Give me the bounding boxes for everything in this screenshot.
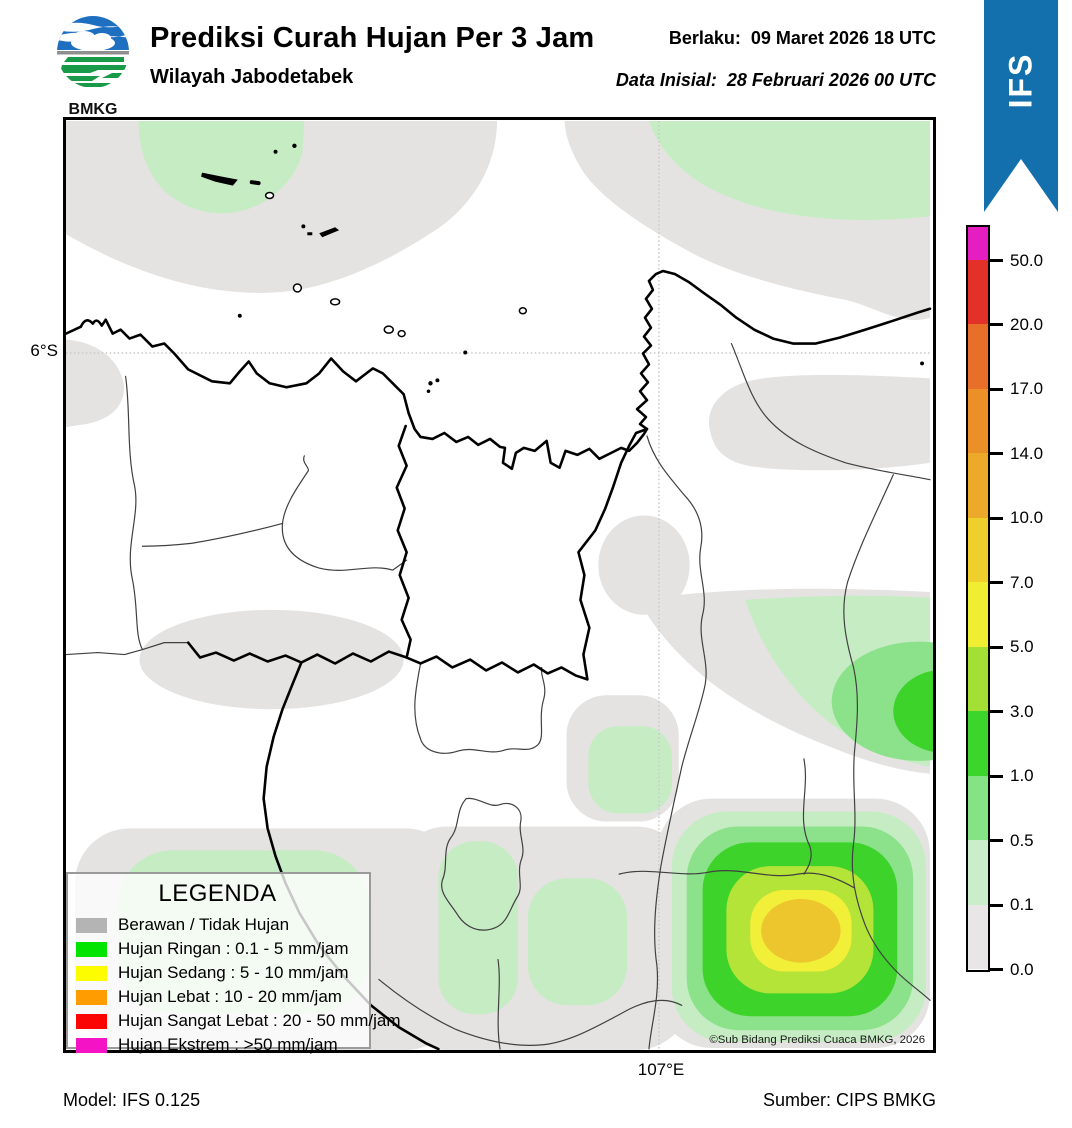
islands <box>201 143 925 394</box>
legend-item: Hujan Sedang : 5 - 10 mm/jam <box>76 961 359 985</box>
legend-title: LEGENDA <box>158 880 277 907</box>
longitude-tick-label: 107°E <box>637 1060 685 1079</box>
legend-swatch <box>76 989 107 1005</box>
colorbar-tick-mark <box>990 774 1003 778</box>
colorbar: 50.0 20.0 17.0 14.0 10.0 7.0 5.0 3.0 1.0 0.5 0.1 0.… <box>966 225 1072 979</box>
colorbar-segment <box>968 582 988 647</box>
colorbar-segment <box>968 646 988 712</box>
colorbar-tick-label: 5.0 <box>1010 637 1034 657</box>
colorbar-tick-mark <box>990 710 1003 714</box>
latitude-tick-label: 6°S <box>30 341 58 360</box>
legend-item-label: Hujan Ringan : 0.1 - 5 mm/jam <box>118 939 349 958</box>
legend-item-label: Berawan / Tidak Hujan <box>118 915 290 934</box>
colorbar-tick-mark <box>990 968 1003 971</box>
colorbar-tick-label: 0.1 <box>1010 895 1034 915</box>
colorbar-tick-mark <box>990 581 1003 585</box>
legend-item: Berawan / Tidak Hujan <box>76 913 359 937</box>
legend-swatch <box>76 1037 107 1053</box>
legend-swatch <box>76 965 107 981</box>
colorbar-tick-mark <box>990 645 1003 649</box>
colorbar-ramp <box>966 225 990 972</box>
legend-item: Hujan Lebat : 10 - 20 mm/jam <box>76 985 359 1009</box>
colorbar-segment <box>968 324 988 389</box>
legend-swatch <box>76 1013 107 1029</box>
bmkg-logo-icon <box>57 16 129 88</box>
legend-item: Hujan Ekstrem : >50 mm/jam <box>76 1033 359 1057</box>
colorbar-segment <box>968 453 988 518</box>
colorbar-tick-mark <box>990 839 1003 843</box>
colorbar-tick-label: 0.5 <box>1010 830 1034 850</box>
grid-lines <box>66 120 931 1050</box>
province-boundaries <box>186 424 649 1050</box>
colorbar-tick-label: 10.0 <box>1010 508 1044 528</box>
page-subtitle: Wilayah Jabodetabek <box>150 66 354 88</box>
legend-item-label: Hujan Ekstrem : >50 mm/jam <box>118 1035 338 1054</box>
bmkg-logo: BMKG <box>54 12 132 118</box>
valid-value: 09 Maret 2026 18 UTC <box>750 28 936 48</box>
page-title: Prediksi Curah Hujan Per 3 Jam <box>150 22 595 54</box>
admin-boundaries <box>66 342 931 1050</box>
colorbar-tick-label: 14.0 <box>1010 443 1044 463</box>
colorbar-segment <box>968 775 988 841</box>
rain-shading <box>117 120 933 1043</box>
legend-item-label: Hujan Sedang : 5 - 10 mm/jam <box>118 963 349 982</box>
colorbar-segment <box>968 904 988 969</box>
model-label: Model: IFS 0.125 <box>63 1090 201 1110</box>
colorbar-tick-label: 0.0 <box>1010 959 1034 979</box>
legend-item: Hujan Sangat Lebat : 20 - 50 mm/jam <box>76 1009 401 1033</box>
valid-label: Berlaku: <box>668 28 741 48</box>
colorbar-segment <box>968 227 988 260</box>
coastline <box>66 269 932 471</box>
colorbar-tick-label: 1.0 <box>1010 766 1034 786</box>
legend-swatch <box>76 917 107 933</box>
colorbar-tick-mark <box>990 323 1003 327</box>
init-label: Data Inisial: <box>615 70 717 90</box>
init-datetime: Data Inisial: 28 Februari 2026 00 UTC <box>500 70 936 91</box>
valid-datetime: Berlaku: 09 Maret 2026 18 UTC <box>500 28 936 49</box>
map-copyright: ©Sub Bidang Prediksi Cuaca BMKG, 2026 <box>709 1034 925 1046</box>
bmkg-logo-label: BMKG <box>69 101 118 118</box>
source-label: Sumber: CIPS BMKG <box>762 1090 936 1110</box>
legend-item-label: Hujan Lebat : 10 - 20 mm/jam <box>118 987 342 1006</box>
legend-box: LEGENDA Berawan / Tidak Hujan Hujan Ringa… <box>66 872 401 1054</box>
colorbar-tick-label: 7.0 <box>1010 572 1034 592</box>
colorbar-segment <box>968 260 988 325</box>
legend-items: Berawan / Tidak Hujan Hujan Ringan : 0.1 … <box>76 913 401 1057</box>
legend-item: Hujan Ringan : 0.1 - 5 mm/jam <box>76 937 359 961</box>
colorbar-segment <box>968 388 988 454</box>
legend-swatch <box>76 941 107 957</box>
colorbar-tick-mark <box>990 387 1003 391</box>
init-value: 28 Februari 2026 00 UTC <box>726 70 936 90</box>
colorbar-tick-label: 20.0 <box>1010 314 1044 334</box>
colorbar-tick-label: 17.0 <box>1010 379 1044 399</box>
colorbar-segment <box>968 840 988 905</box>
colorbar-tick-mark <box>990 516 1003 520</box>
colorbar-tick-mark <box>990 259 1003 262</box>
ifs-ribbon: IFS <box>984 0 1058 212</box>
colorbar-tick-mark <box>990 452 1003 456</box>
colorbar-tick-label: 50.0 <box>1010 250 1044 270</box>
ifs-ribbon-label: IFS <box>1002 52 1039 109</box>
colorbar-tick-label: 3.0 <box>1010 701 1034 721</box>
colorbar-tick-mark <box>990 903 1003 907</box>
colorbar-segment <box>968 517 988 583</box>
colorbar-segment <box>968 711 988 776</box>
legend-item-label: Hujan Sangat Lebat : 20 - 50 mm/jam <box>118 1011 401 1030</box>
